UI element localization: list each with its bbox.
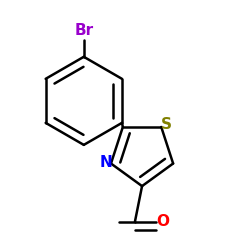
Text: N: N [100,154,112,170]
Text: S: S [161,117,172,132]
Text: O: O [156,214,169,229]
Text: Br: Br [74,23,93,38]
